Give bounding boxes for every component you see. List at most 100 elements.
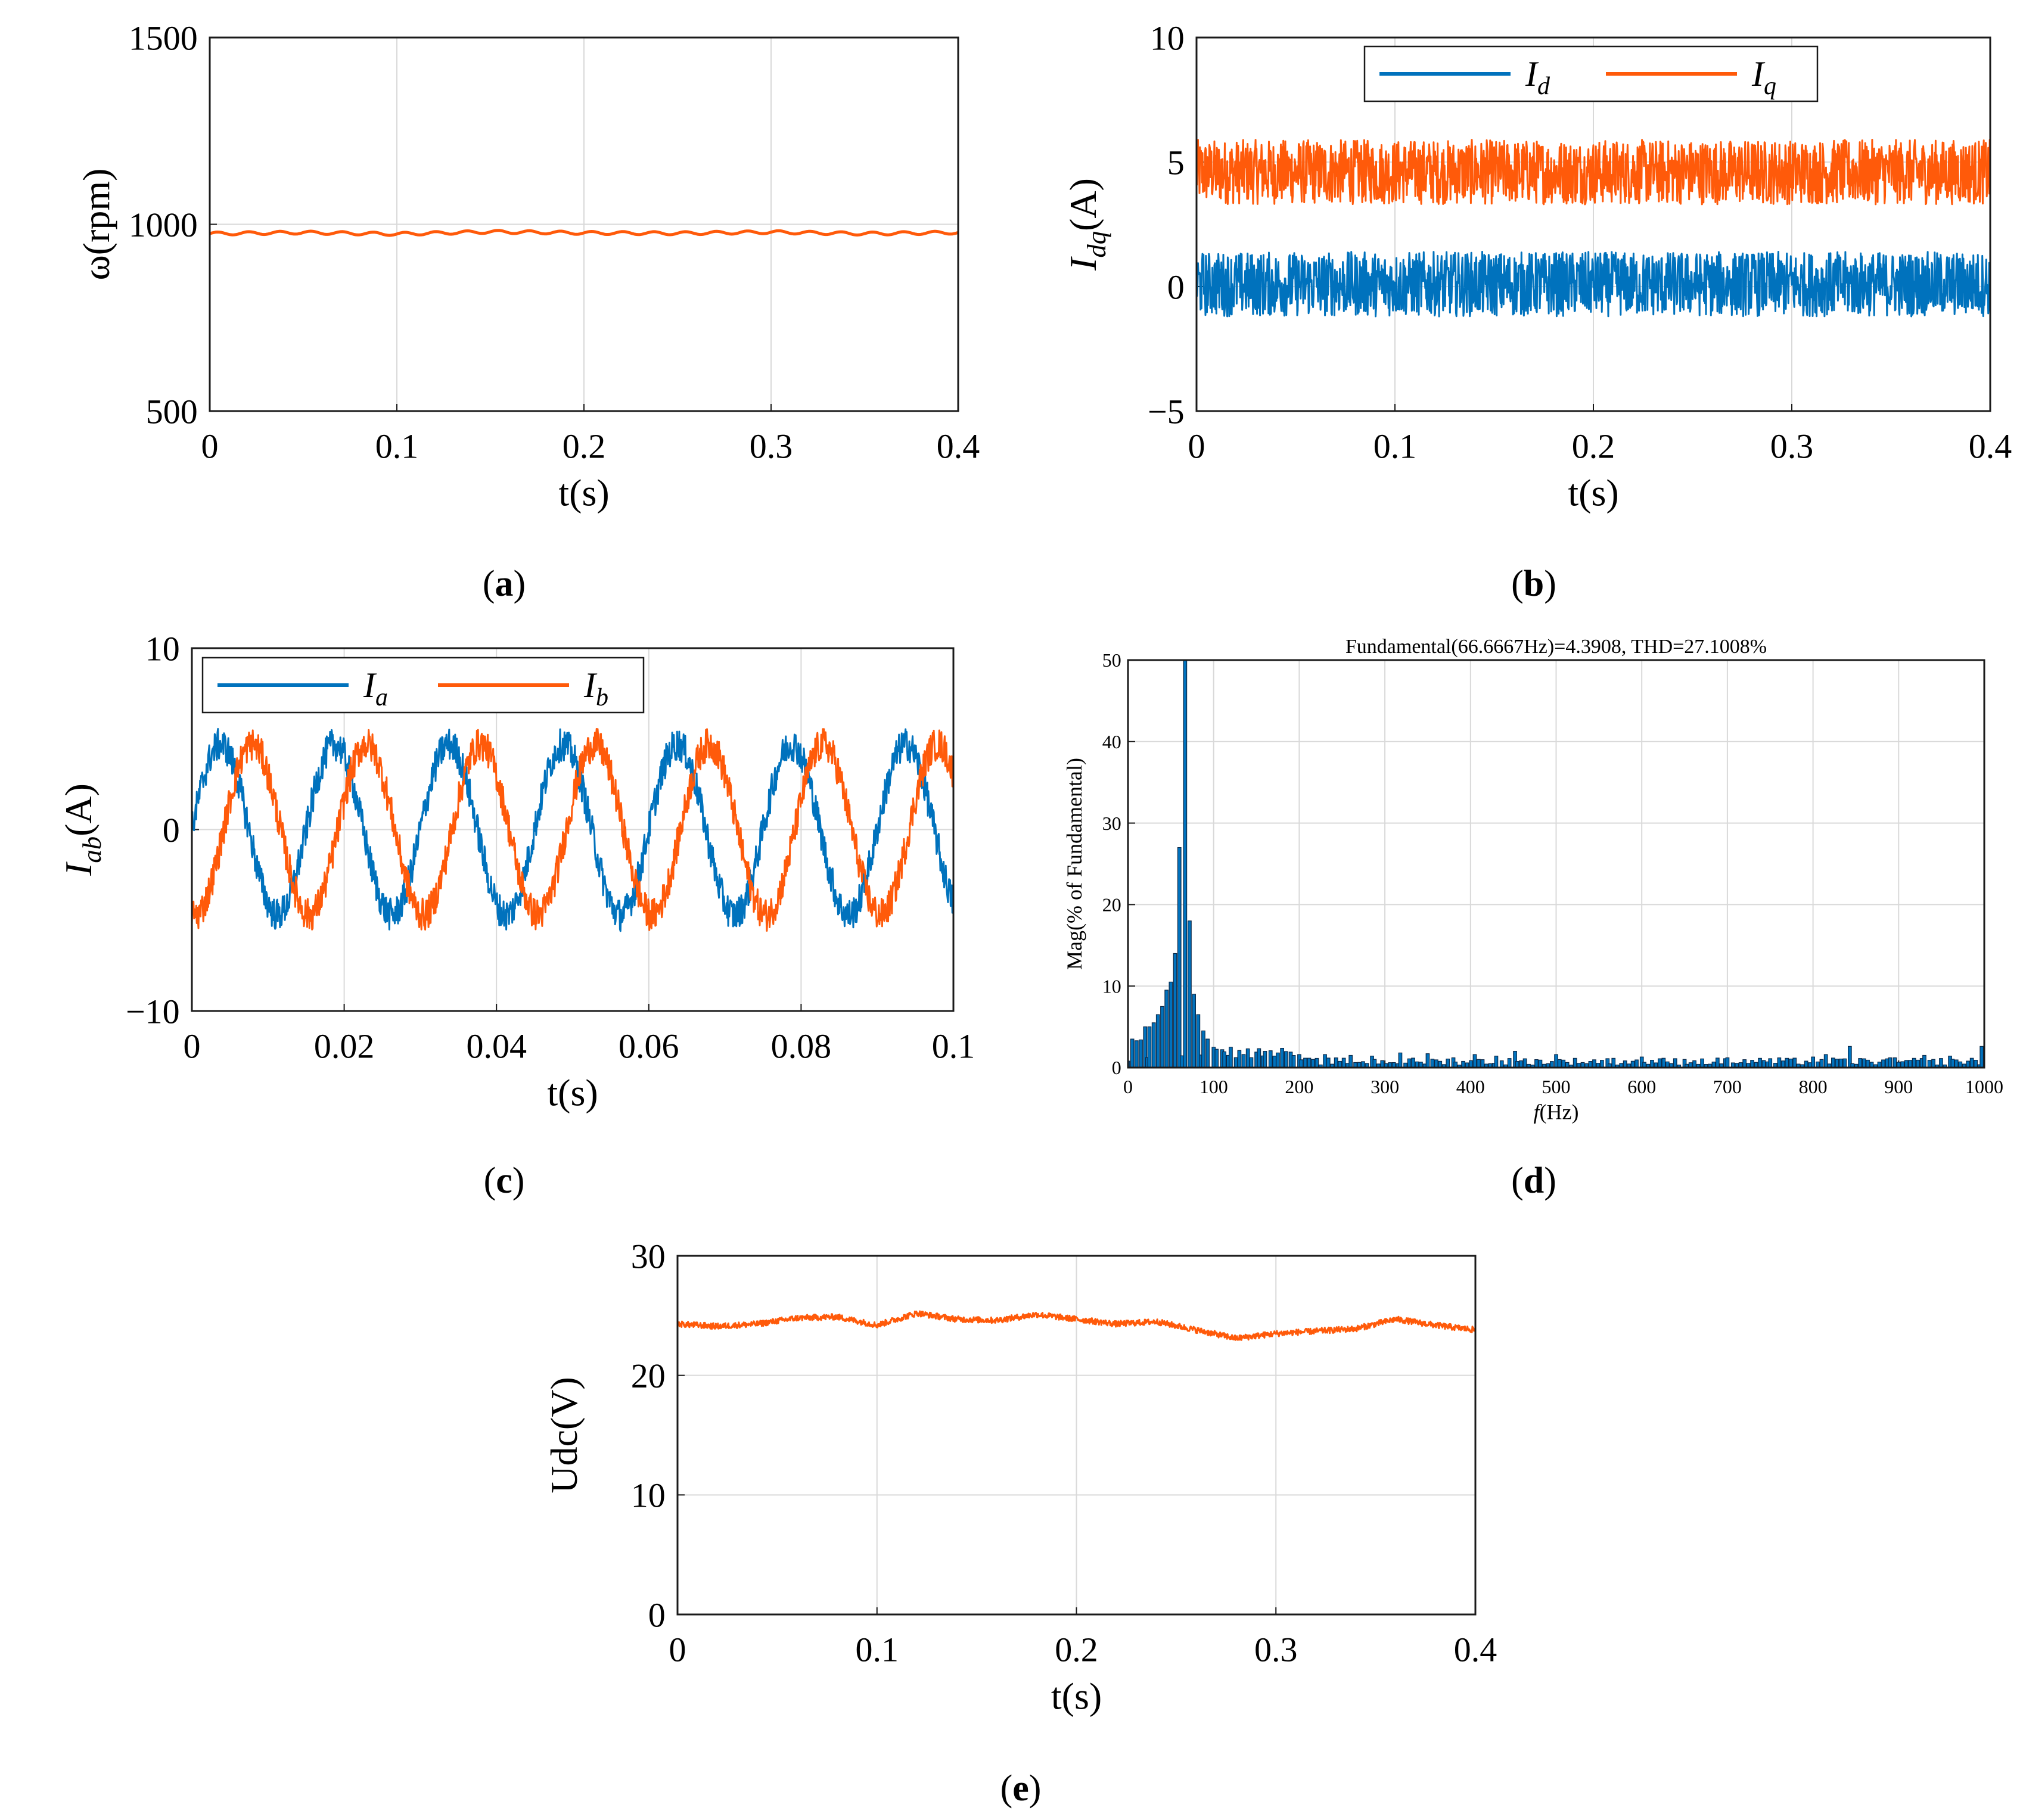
spectrum-bar — [1488, 1063, 1493, 1068]
legend-label-sub: d — [1537, 73, 1550, 100]
legend-label-sub: a — [375, 684, 388, 711]
spectrum-bar — [1530, 1065, 1535, 1068]
spectrum-bar — [1151, 1022, 1156, 1068]
x-axis-label: t(s) — [558, 471, 609, 514]
spectrum-bar — [1850, 1063, 1855, 1068]
x-tick-label: 0 — [669, 1630, 686, 1669]
legend: Id Iq — [1363, 45, 1819, 102]
spectrum-bar — [1415, 1061, 1419, 1068]
x-tick-label: 0.2 — [1055, 1630, 1098, 1669]
spectrum-bar — [1592, 1059, 1596, 1068]
y-tick-label: 30 — [1102, 813, 1121, 834]
y-axis-label: Mag(% of Fundamental) — [1062, 758, 1086, 970]
y-tick-label: 0 — [1167, 267, 1185, 306]
spectrum-bar — [1725, 1057, 1730, 1068]
spectrum-bar — [1623, 1060, 1627, 1068]
spectrum-bar — [1854, 1063, 1859, 1068]
spectrum-bar — [1503, 1064, 1508, 1068]
x-tick-label: 0.3 — [1254, 1630, 1298, 1669]
spectrum-bar — [1311, 1059, 1315, 1068]
spectrum-bar — [1781, 1060, 1785, 1068]
spectrum-bar — [1499, 1060, 1504, 1068]
spectrum-bar — [1742, 1059, 1747, 1068]
spectrum-bar — [1716, 1057, 1720, 1068]
x-tick-label: 0.2 — [1572, 427, 1615, 465]
spectrum-bar — [1939, 1058, 1943, 1068]
legend-label-d: Id — [1525, 54, 1550, 100]
y-tick-label: 0 — [648, 1595, 666, 1634]
panel-caption: (d) — [1511, 1161, 1556, 1201]
spectrum-bar — [1263, 1050, 1267, 1068]
spectrum-bar — [1746, 1063, 1751, 1068]
spectrum-bar — [1804, 1060, 1808, 1068]
spectrum-bar — [1291, 1054, 1296, 1068]
x-tick-label: 300 — [1371, 1076, 1399, 1097]
spectrum-bar — [1750, 1060, 1754, 1068]
x-tick-label: 0.08 — [771, 1026, 832, 1065]
spectrum-bar — [1407, 1058, 1412, 1068]
spectrum-bar — [1334, 1057, 1338, 1068]
spectrum-bar — [1542, 1063, 1546, 1068]
x-tick-label: 800 — [1799, 1076, 1828, 1097]
x-tick-label: 0.3 — [1770, 427, 1814, 465]
panel-a: 0 0.1 0.2 0.3 0.4 500 1000 1500 t(s) ω(rpm) (a) — [75, 18, 980, 604]
spectrum-bar — [1823, 1054, 1828, 1068]
caption-close: ) — [1029, 1768, 1042, 1809]
spectrum-bar — [1245, 1048, 1250, 1068]
legend-label-var: I — [1751, 54, 1766, 94]
x-tick-label: 0 — [201, 427, 219, 465]
spectrum-bar — [1954, 1059, 1959, 1068]
y-tick-label: 20 — [1102, 894, 1121, 916]
y-tick-label: 30 — [631, 1237, 666, 1275]
spectrum-bar — [1323, 1054, 1327, 1068]
spectrum-bar — [1519, 1060, 1523, 1068]
spectrum-bar — [1811, 1056, 1815, 1068]
x-tick-label: 0 — [1123, 1076, 1133, 1097]
plot-area — [192, 727, 953, 932]
x-tick-label: 200 — [1285, 1076, 1313, 1097]
spectrum-bar — [1307, 1057, 1312, 1068]
spectrum-bar — [1922, 1054, 1926, 1068]
spectrum-bar — [1229, 1047, 1233, 1068]
x-tick-label: 1000 — [1965, 1076, 2003, 1097]
x-axis-label: t(s) — [1051, 1675, 1102, 1717]
caption-close: ) — [512, 1161, 525, 1201]
spectrum-bar — [1527, 1063, 1531, 1068]
plot-area — [1197, 139, 1990, 318]
spectrum-bar — [1348, 1054, 1353, 1068]
series-line-ia — [192, 727, 953, 932]
x-axis-label: t(s) — [547, 1071, 598, 1113]
y-tick-label: −10 — [126, 992, 180, 1031]
spectrum-bar — [1785, 1057, 1789, 1068]
spectrum-bar — [1966, 1060, 1970, 1068]
spectrum-bar — [1908, 1060, 1913, 1068]
y-tick-label: 10 — [1102, 975, 1121, 997]
caption-open: ( — [483, 564, 495, 604]
spectrum-bar — [1357, 1062, 1362, 1068]
caption-letter: a — [495, 564, 514, 604]
spectrum-bar — [1353, 1062, 1357, 1068]
spectrum-bar — [1619, 1063, 1624, 1068]
legend-label-var: I — [363, 665, 377, 705]
spectrum-bar — [1761, 1060, 1766, 1068]
axes-frame — [191, 647, 955, 1012]
x-axis-label: f(Hz) — [1534, 1100, 1579, 1124]
spectrum-bar — [1888, 1057, 1893, 1068]
y-tick-label: 10 — [631, 1476, 666, 1515]
spectrum-bar — [1233, 1057, 1238, 1068]
spectrum-bar — [1164, 990, 1169, 1068]
spectrum-bar — [1522, 1058, 1527, 1068]
spectrum-bar — [1192, 994, 1197, 1068]
spectrum-bar — [1139, 1039, 1143, 1068]
spectrum-bar — [1546, 1063, 1550, 1068]
x-tick-label: 900 — [1884, 1076, 1913, 1097]
panel-caption: (b) — [1511, 564, 1556, 604]
spectrum-bar — [1627, 1063, 1631, 1068]
spectrum-bar — [1897, 1062, 1901, 1068]
spectrum-bar — [1665, 1061, 1670, 1068]
spectrum-bar — [1696, 1063, 1701, 1068]
panel-d: 0 100 200 300 400 500 600 700 800 900 1000 0 10 20 30 4… — [1062, 636, 2003, 1201]
spectrum-bar — [1169, 981, 1173, 1068]
spectrum-bar — [1494, 1056, 1499, 1068]
legend-label-b: Ib — [583, 665, 608, 711]
